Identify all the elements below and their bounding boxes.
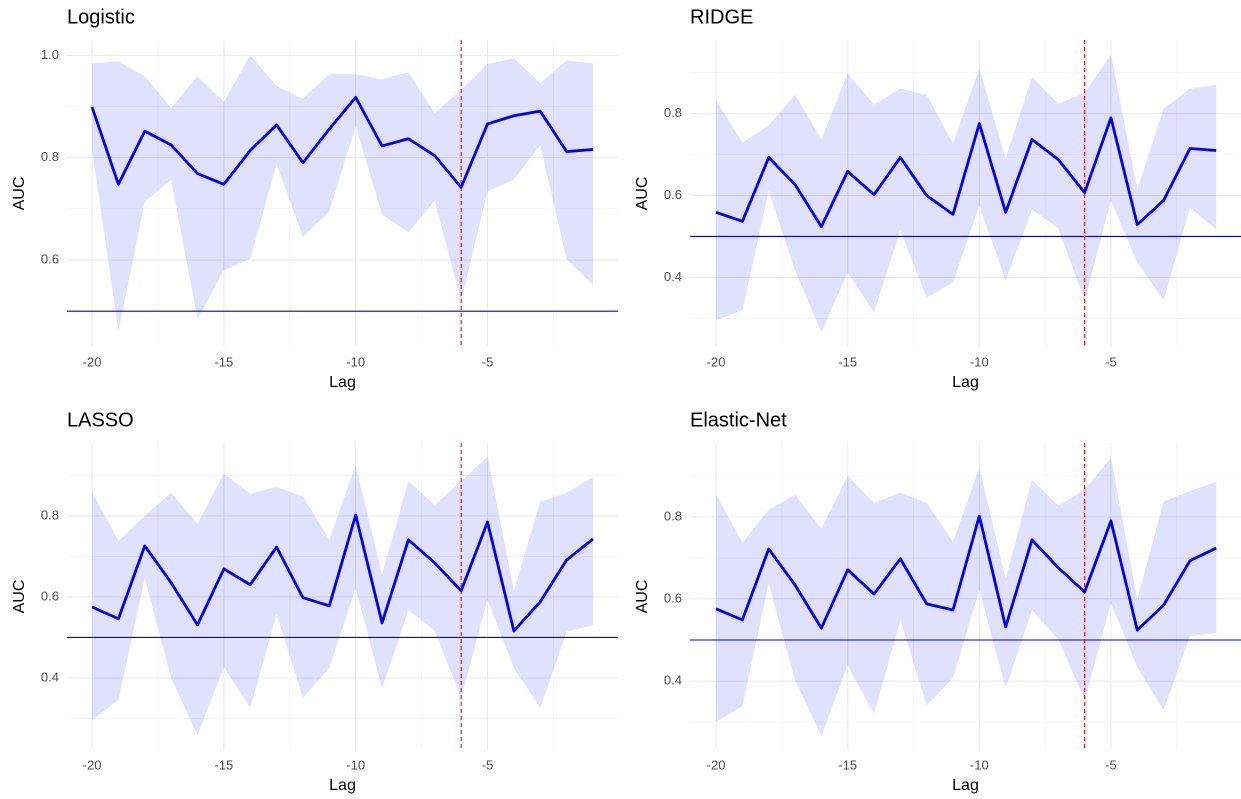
auc-line xyxy=(91,513,594,633)
confidence-band xyxy=(92,55,593,331)
y-tick-label: 0.4 xyxy=(664,269,682,284)
x-tick-label: -15 xyxy=(214,757,233,772)
panel-title: Elastic-Net xyxy=(690,409,787,431)
x-axis-label: Lag xyxy=(952,374,979,391)
x-tick-label: -15 xyxy=(838,757,857,772)
x-tick-label: -5 xyxy=(482,757,494,772)
x-tick-label: -10 xyxy=(970,354,989,369)
y-tick-label: 0.4 xyxy=(41,669,59,684)
x-tick-label: -15 xyxy=(214,354,233,369)
x-axis-label: Lag xyxy=(952,777,979,794)
y-axis-label: AUC xyxy=(11,177,28,211)
panel: 0.6 0.8 1.0 -20 -15 -10 -5 Logistic Lag AUC xyxy=(11,6,618,391)
y-axis-label: AUC xyxy=(11,580,28,614)
auc-line xyxy=(715,116,1217,229)
y-tick-label: 0.6 xyxy=(41,588,59,603)
x-tick-label: -15 xyxy=(838,354,857,369)
x-tick-label: -20 xyxy=(707,757,726,772)
y-tick-label: 0.8 xyxy=(41,507,59,522)
x-tick-label: -10 xyxy=(346,354,365,369)
confidence-band xyxy=(92,456,593,736)
panel: 0.4 0.6 0.8 -20 -15 -10 -5 LASSO Lag AUC xyxy=(11,409,618,794)
panel-title: LASSO xyxy=(67,409,134,431)
panel: 0.4 0.6 0.8 -20 -15 -10 -5 RIDGE Lag AUC xyxy=(634,6,1241,391)
y-axis-label: AUC xyxy=(634,177,651,211)
panel: 0.4 0.6 0.8 -20 -15 -10 -5 Elastic-Net Lag AUC xyxy=(634,409,1241,794)
x-tick-label: -5 xyxy=(482,354,494,369)
panel-title: Logistic xyxy=(67,6,135,28)
x-axis-label: Lag xyxy=(329,777,356,794)
x-tick-label: -10 xyxy=(346,757,365,772)
y-tick-label: 0.6 xyxy=(664,187,682,202)
y-tick-label: 0.6 xyxy=(41,251,59,266)
confidence-band xyxy=(716,54,1217,333)
x-tick-label: -10 xyxy=(970,757,989,772)
y-tick-label: 0.6 xyxy=(664,590,682,605)
auc-line xyxy=(715,514,1217,632)
x-tick-label: -20 xyxy=(707,354,726,369)
x-axis-label: Lag xyxy=(329,374,356,391)
x-tick-label: -5 xyxy=(1105,354,1117,369)
panel-title: RIDGE xyxy=(690,6,753,28)
x-tick-label: -5 xyxy=(1105,757,1117,772)
x-tick-label: -20 xyxy=(83,354,102,369)
y-tick-label: 0.8 xyxy=(664,508,682,523)
y-tick-label: 0.8 xyxy=(664,105,682,120)
auc-line xyxy=(90,95,594,189)
y-tick-label: 1.0 xyxy=(41,47,59,62)
y-tick-label: 0.4 xyxy=(664,672,682,687)
y-axis-label: AUC xyxy=(634,580,651,614)
confidence-band xyxy=(716,457,1217,737)
y-tick-label: 0.8 xyxy=(41,149,59,164)
x-tick-label: -20 xyxy=(83,757,102,772)
